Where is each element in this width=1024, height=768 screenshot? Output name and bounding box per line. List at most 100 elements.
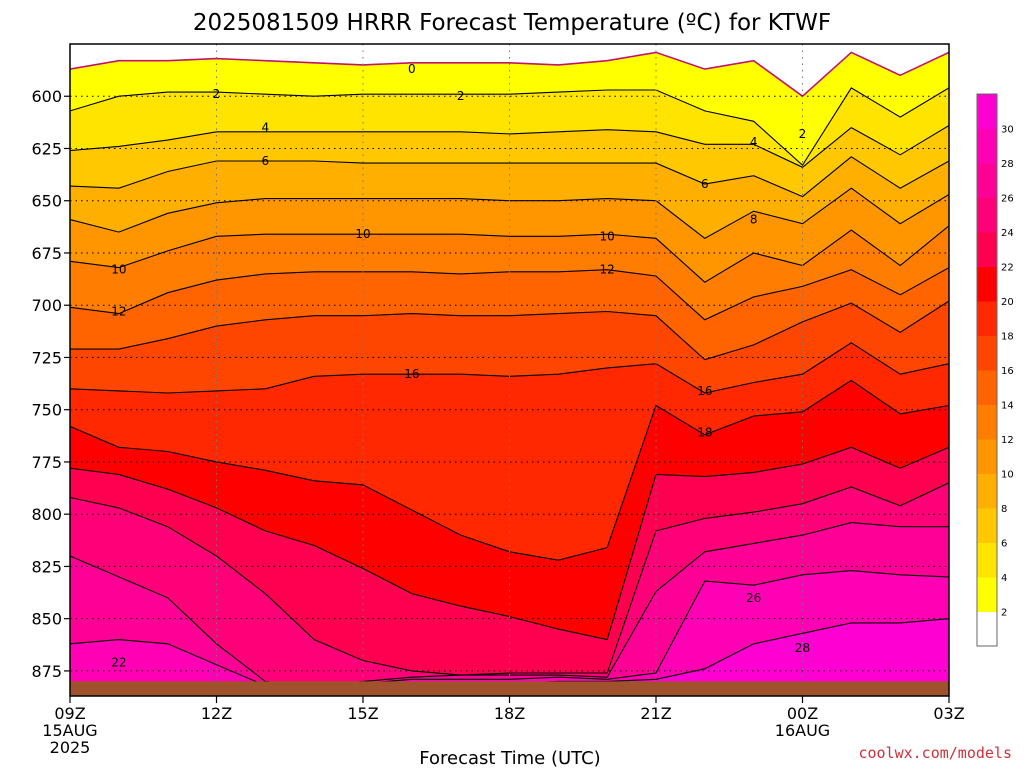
colorbar-tick-20: 20 bbox=[1001, 297, 1014, 308]
contour-label-10c: 10 bbox=[355, 227, 370, 241]
colorbar-tick-28: 28 bbox=[1001, 159, 1014, 170]
y-tick-label-775: 775 bbox=[31, 453, 62, 472]
pressure-axis: 600 625 650 675 700 725 750 775 800 825 850 875 bbox=[31, 87, 70, 681]
svg-text:2: 2 bbox=[213, 87, 221, 101]
colorbar-tick-2: 2 bbox=[1001, 608, 1007, 619]
contour-label-10c: 10 bbox=[600, 229, 615, 243]
colorbar-tick-10: 10 bbox=[1001, 470, 1014, 481]
isotherm-22c bbox=[70, 482, 949, 676]
isotherm-26c bbox=[70, 570, 949, 687]
colorbar-frame bbox=[976, 93, 998, 647]
ground-strip bbox=[70, 681, 949, 696]
contour-label-2c: 2 bbox=[799, 127, 807, 141]
contour-label-4c: 4 bbox=[750, 135, 758, 149]
contour-label-12c: 12 bbox=[600, 263, 615, 277]
svg-text:4: 4 bbox=[262, 121, 270, 135]
colorbar-tick-30: 30 bbox=[1001, 125, 1014, 136]
y-tick-label-800: 800 bbox=[31, 505, 62, 524]
x-tick-label-21Z: 21Z bbox=[640, 704, 671, 723]
y-tick-label-625: 625 bbox=[31, 139, 62, 158]
isotherm-4c bbox=[70, 125, 949, 168]
x-tick-label-12Z: 12Z bbox=[201, 704, 232, 723]
colorbar-swatch-0 bbox=[977, 611, 997, 647]
contour-label-16c: 16 bbox=[404, 367, 419, 381]
x-tick-label-00Z: 00Z bbox=[787, 704, 818, 723]
chart-title: 2025081509 HRRR Forecast Temperature (ºC… bbox=[193, 10, 831, 36]
x-tick-label-18Z: 18Z bbox=[494, 704, 525, 723]
credit-text: coolwx.com/models bbox=[858, 744, 1012, 762]
colorbar-tick-8: 8 bbox=[1001, 504, 1007, 515]
contour-label-2c: 2 bbox=[457, 89, 465, 103]
colorbar-swatch-4 bbox=[977, 473, 997, 509]
colorbar-swatch-2 bbox=[977, 542, 997, 578]
svg-text:22: 22 bbox=[111, 656, 126, 670]
x-date-label-15aug: 15AUG bbox=[42, 721, 97, 740]
contour-label-28c: 28 bbox=[795, 641, 810, 655]
svg-text:6: 6 bbox=[262, 154, 270, 168]
svg-text:10: 10 bbox=[111, 263, 126, 277]
colorbar-swatch-12 bbox=[977, 197, 997, 233]
svg-text:2: 2 bbox=[457, 89, 465, 103]
svg-text:0: 0 bbox=[408, 62, 416, 76]
colorbar-tick-24: 24 bbox=[1001, 228, 1014, 239]
colorbar-tick-18: 18 bbox=[1001, 332, 1014, 343]
isotherm-2c bbox=[70, 87, 949, 167]
contour-label-16c: 16 bbox=[697, 384, 712, 398]
svg-text:4: 4 bbox=[750, 135, 758, 149]
y-tick-label-725: 725 bbox=[31, 348, 62, 367]
contour-label-26c: 26 bbox=[746, 591, 761, 605]
colorbar-swatch-13 bbox=[977, 163, 997, 198]
colorbar-swatch-15 bbox=[977, 94, 997, 129]
colorbar-swatch-7 bbox=[977, 370, 997, 405]
svg-text:10: 10 bbox=[355, 227, 370, 241]
contour-label-6c: 6 bbox=[701, 177, 709, 191]
isotherm-14c bbox=[70, 300, 949, 361]
x-date-label-16aug: 16AUG bbox=[775, 721, 830, 740]
band-above-28c bbox=[70, 618, 949, 696]
svg-text:16: 16 bbox=[697, 384, 712, 398]
y-tick-label-600: 600 bbox=[31, 87, 62, 106]
svg-text:16: 16 bbox=[404, 367, 419, 381]
x-date-label-2025: 2025 bbox=[50, 738, 91, 757]
colorbar-swatch-11 bbox=[977, 232, 997, 267]
y-tick-label-750: 750 bbox=[31, 401, 62, 420]
contour-label-12c: 12 bbox=[111, 304, 126, 318]
x-tick-label-15Z: 15Z bbox=[347, 704, 378, 723]
contour-label-18c: 18 bbox=[697, 426, 712, 440]
svg-text:26: 26 bbox=[746, 591, 761, 605]
colorbar-swatch-3 bbox=[977, 508, 997, 543]
contour-label-2c: 2 bbox=[213, 87, 221, 101]
contour-label-10c: 10 bbox=[111, 263, 126, 277]
svg-text:28: 28 bbox=[795, 641, 810, 655]
colorbar-swatch-8 bbox=[977, 335, 997, 371]
svg-text:12: 12 bbox=[600, 263, 615, 277]
contour-label-22c: 22 bbox=[111, 656, 126, 670]
temperature-fill-layer bbox=[70, 44, 949, 696]
svg-text:10: 10 bbox=[600, 229, 615, 243]
colorbar-tick-16: 16 bbox=[1001, 366, 1014, 377]
isotherm-layer bbox=[70, 51, 949, 693]
colorbar-tick-6: 6 bbox=[1001, 539, 1007, 550]
y-tick-label-675: 675 bbox=[31, 244, 62, 263]
x-axis-title: Forecast Time (UTC) bbox=[419, 748, 600, 768]
y-tick-label-650: 650 bbox=[31, 192, 62, 211]
contour-label-6c: 6 bbox=[262, 154, 270, 168]
colorbar-tick-4: 4 bbox=[1001, 573, 1007, 584]
contour-label-0c: 0 bbox=[408, 62, 416, 76]
svg-text:6: 6 bbox=[701, 177, 709, 191]
colorbar-tick-12: 12 bbox=[1001, 435, 1014, 446]
colorbar-tick-14: 14 bbox=[1001, 401, 1014, 412]
colorbar-swatch-10 bbox=[977, 266, 997, 302]
svg-text:12: 12 bbox=[111, 304, 126, 318]
y-tick-label-700: 700 bbox=[31, 296, 62, 315]
colorbar-tick-22: 22 bbox=[1001, 263, 1014, 274]
grid-layer bbox=[69, 44, 950, 696]
svg-text:2: 2 bbox=[799, 127, 807, 141]
colorbar-swatch-14 bbox=[977, 128, 997, 164]
x-tick-label-03Z: 03Z bbox=[933, 704, 964, 723]
colorbar-swatch-5 bbox=[977, 439, 997, 474]
